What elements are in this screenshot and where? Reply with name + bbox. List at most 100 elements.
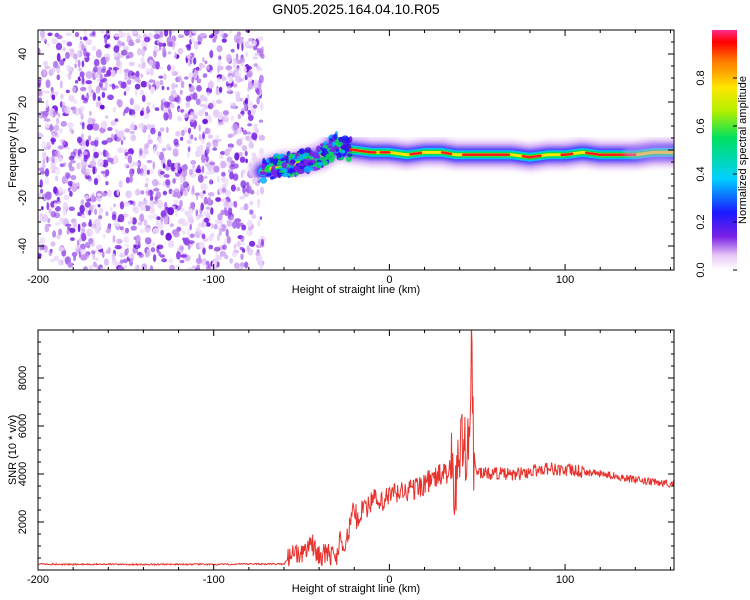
noise-speckle [152, 161, 156, 170]
noise-speckle [66, 73, 69, 77]
noise-speckle [117, 99, 123, 108]
noise-speckle [159, 170, 165, 175]
noise-speckle [54, 206, 61, 212]
noise-speckle [65, 32, 72, 37]
signal-blob [316, 145, 321, 152]
noise-speckle [169, 223, 175, 228]
noise-speckle [124, 243, 130, 248]
noise-speckle [105, 228, 111, 234]
noise-speckle [253, 124, 257, 133]
noise-speckle [49, 123, 53, 132]
noise-speckle [237, 266, 244, 270]
noise-speckle [100, 30, 104, 34]
noise-speckle [179, 259, 185, 264]
noise-speckle [144, 237, 152, 245]
noise-speckle [125, 176, 130, 184]
noise-speckle [101, 91, 106, 98]
noise-speckle [139, 48, 146, 55]
noise-speckle [202, 118, 209, 125]
noise-speckle [192, 92, 198, 101]
noise-speckle [154, 45, 158, 52]
noise-speckle [60, 120, 67, 127]
noise-speckle [220, 160, 227, 169]
noise-speckle [168, 51, 172, 55]
noise-speckle [94, 257, 99, 262]
noise-speckle [156, 216, 161, 221]
signal-blob [296, 155, 304, 160]
noise-speckle [179, 199, 183, 208]
noise-speckle [50, 201, 55, 208]
noise-speckle [136, 34, 142, 40]
noise-speckle [189, 223, 192, 231]
noise-speckle [66, 41, 73, 47]
noise-speckle [131, 30, 138, 35]
noise-speckle [43, 245, 48, 253]
noise-speckle [167, 240, 175, 249]
noise-speckle [93, 151, 99, 159]
noise-speckle [81, 76, 85, 85]
noise-speckle [110, 120, 117, 126]
noise-speckle [55, 42, 63, 51]
noise-speckle [205, 222, 211, 227]
noise-speckle [126, 32, 130, 36]
noise-speckle [101, 68, 106, 73]
noise-speckle [150, 168, 154, 175]
noise-speckle [205, 206, 211, 211]
noise-speckle [221, 38, 227, 43]
noise-speckle [85, 80, 93, 85]
noise-speckle [74, 59, 79, 63]
noise-speckle [227, 221, 233, 227]
noise-speckle [42, 151, 47, 160]
noise-speckle [90, 250, 96, 255]
noise-speckle [45, 99, 49, 109]
noise-speckle [191, 185, 195, 194]
noise-speckle [239, 195, 245, 200]
noise-speckle [147, 101, 151, 106]
noise-speckle [46, 156, 49, 164]
noise-speckle [102, 251, 105, 258]
noise-speckle [142, 206, 147, 211]
noise-speckle [66, 229, 70, 235]
noise-speckle [227, 85, 231, 93]
noise-speckle [163, 112, 169, 121]
noise-speckle [240, 235, 245, 243]
noise-speckle [236, 127, 243, 135]
noise-speckle [131, 161, 135, 168]
noise-speckle [93, 262, 98, 268]
noise-speckle [180, 80, 185, 89]
noise-speckle [143, 219, 148, 227]
noise-speckle [193, 121, 197, 130]
noise-speckle [207, 134, 214, 140]
noise-speckle [133, 236, 137, 240]
noise-speckle [119, 251, 125, 256]
noise-speckle [237, 67, 242, 72]
noise-speckle [188, 114, 192, 120]
snr-y-tick-label: 8000 [17, 366, 29, 390]
noise-speckle [44, 90, 50, 94]
noise-speckle [46, 201, 49, 210]
noise-speckle [81, 214, 86, 219]
noise-speckle [80, 113, 84, 120]
noise-speckle [111, 83, 116, 90]
noise-speckle [72, 106, 77, 115]
noise-speckle [200, 202, 204, 211]
noise-speckle [87, 117, 94, 126]
noise-speckle [116, 188, 120, 196]
signal-blob [271, 165, 276, 170]
noise-speckle [159, 66, 163, 70]
noise-speckle [202, 57, 205, 63]
noise-speckle [92, 166, 97, 175]
noise-speckle [241, 248, 246, 253]
noise-speckle [259, 216, 263, 221]
noise-speckle [202, 190, 206, 195]
noise-speckle [229, 30, 232, 34]
noise-speckle [77, 223, 81, 233]
signal-blob [293, 165, 298, 172]
noise-speckle [89, 32, 96, 37]
noise-speckle [194, 137, 198, 141]
noise-speckle [163, 174, 170, 178]
noise-speckle [221, 74, 226, 82]
noise-speckle [56, 34, 63, 40]
noise-speckle [38, 79, 42, 86]
noise-speckle [177, 116, 182, 122]
